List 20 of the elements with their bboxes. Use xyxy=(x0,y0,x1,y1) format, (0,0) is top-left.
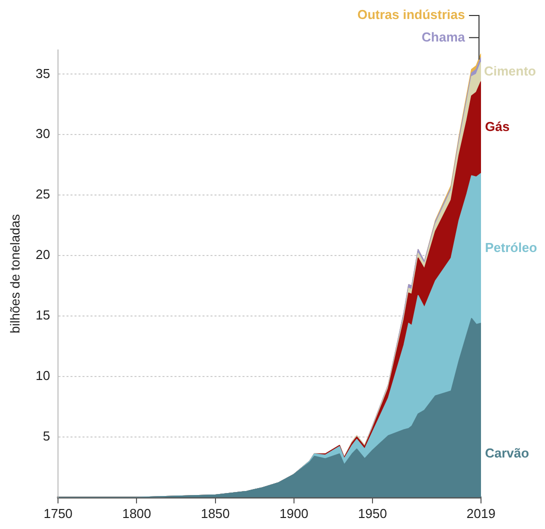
y-axis-title: bilhões de toneladas xyxy=(7,214,22,334)
series-label: Petróleo xyxy=(485,240,538,255)
y-tick-label: 15 xyxy=(36,308,50,323)
x-tick-label: 1850 xyxy=(200,506,230,521)
y-tick-label: 5 xyxy=(42,428,50,444)
y-tick-label: 25 xyxy=(36,186,50,202)
y-tick-label: 20 xyxy=(36,247,50,262)
series-label: Cimento xyxy=(484,63,536,78)
x-tick-label: 1800 xyxy=(122,506,152,521)
series-label: Gás xyxy=(485,118,510,134)
y-tick-label: 35 xyxy=(36,66,50,81)
x-tick-label: 1750 xyxy=(44,506,73,521)
x-tick-label: 1900 xyxy=(279,506,308,521)
series-label: Carvão xyxy=(485,445,530,460)
y-tick-label: 10 xyxy=(36,368,50,384)
series-label: Chama xyxy=(422,29,466,44)
x-tick-label: 1950 xyxy=(358,506,387,521)
x-tick-label: 2019 xyxy=(466,506,496,521)
y-tick-label: 30 xyxy=(36,126,50,142)
text: Outras indústrias xyxy=(357,7,465,22)
